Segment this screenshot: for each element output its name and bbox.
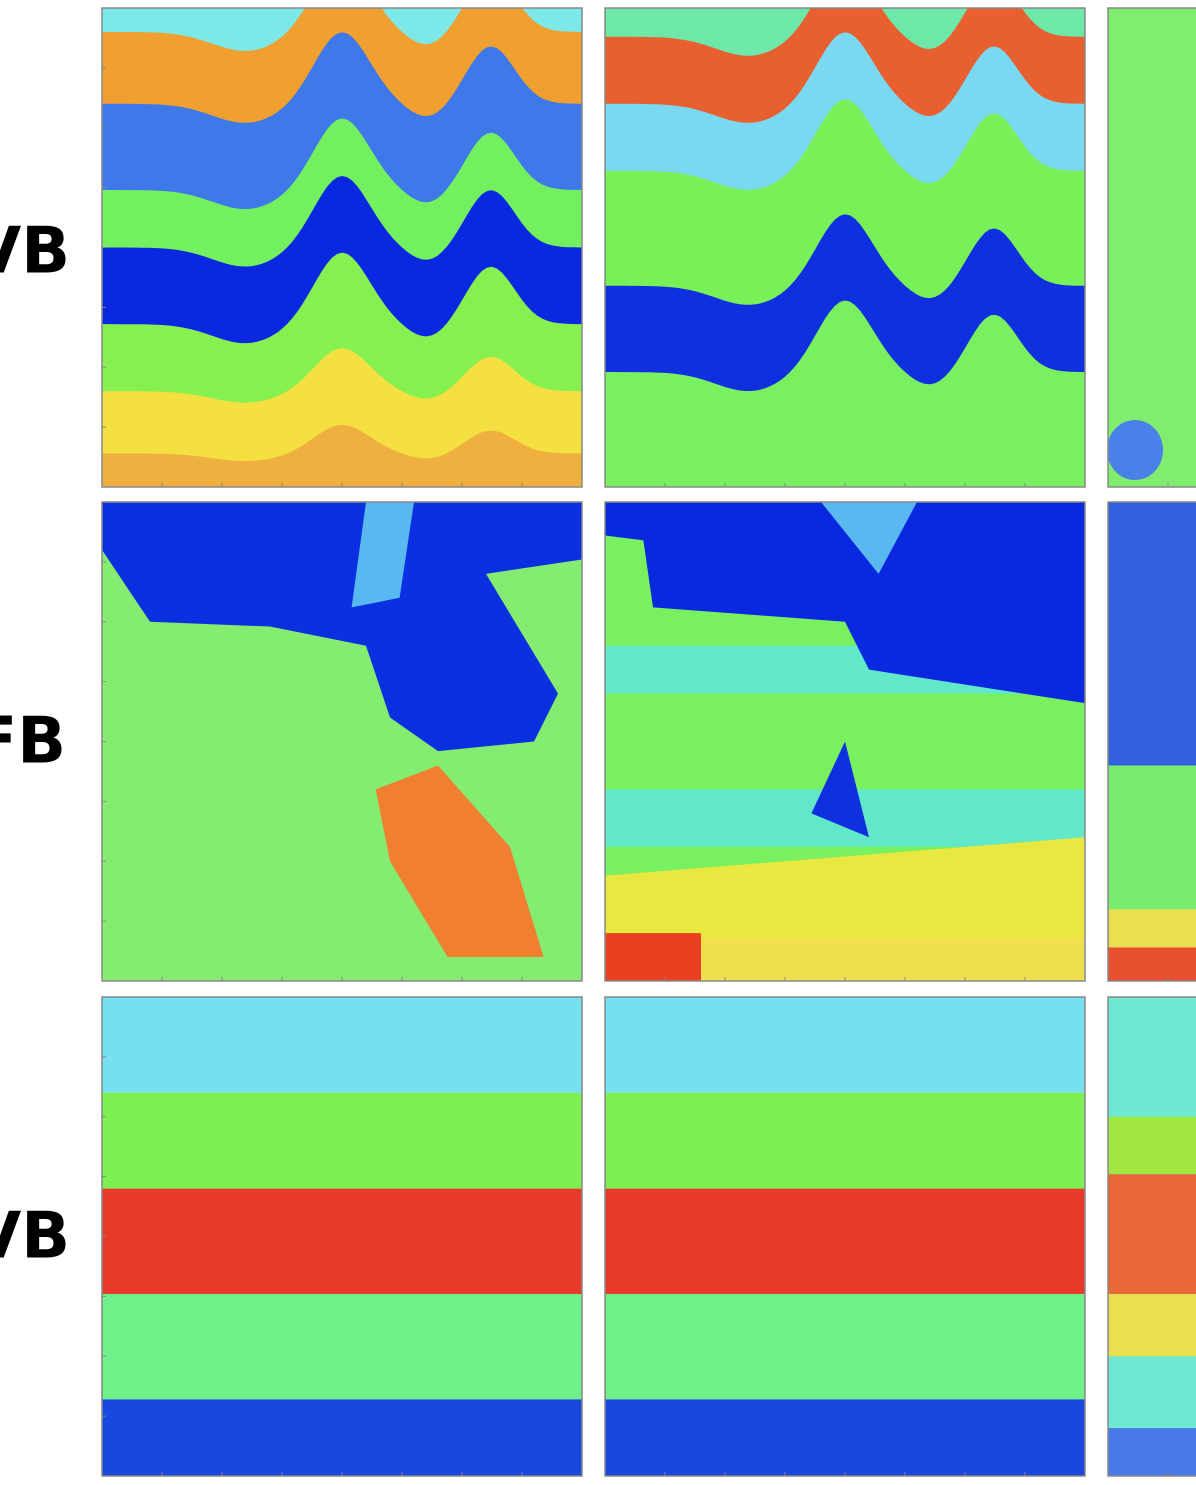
- map-panel: [102, 502, 582, 981]
- velocity-band: [102, 1293, 582, 1400]
- map-panel: [102, 8, 582, 487]
- velocity-band: [102, 1092, 582, 1189]
- velocity-band: [605, 1092, 1085, 1189]
- row-label: VB: [0, 1200, 70, 1274]
- velocity-region: [605, 502, 1085, 704]
- map-panel: [1108, 997, 1196, 1476]
- velocity-band: [1108, 947, 1196, 981]
- velocity-band: [605, 1188, 1085, 1294]
- velocity-band: [1108, 8, 1196, 487]
- velocity-region: [605, 933, 701, 981]
- velocity-band: [605, 997, 1085, 1093]
- velocity-band: [102, 1188, 582, 1294]
- map-panel: [605, 997, 1085, 1476]
- map-panel: [605, 8, 1085, 487]
- velocity-region: [811, 741, 869, 838]
- velocity-layer: [605, 300, 1085, 487]
- velocity-band: [1108, 1428, 1196, 1476]
- row-label: VB: [0, 215, 70, 289]
- velocity-region: [351, 502, 414, 608]
- velocity-band: [1108, 909, 1196, 948]
- panel-frame: [1107, 996, 1196, 1477]
- velocity-layer: [102, 424, 582, 487]
- map-panel: [1108, 502, 1196, 981]
- velocity-band: [1108, 1293, 1196, 1357]
- velocity-band: [605, 1399, 1085, 1476]
- map-panel: [1108, 8, 1196, 487]
- velocity-region: [102, 502, 582, 752]
- velocity-band: [605, 1293, 1085, 1400]
- velocity-region: [375, 765, 544, 958]
- panel-frame: [1107, 7, 1196, 488]
- row-label: FB: [0, 705, 66, 779]
- velocity-band: [1108, 502, 1196, 766]
- map-panel: [102, 997, 582, 1476]
- velocity-band: [102, 1399, 582, 1476]
- velocity-region: [821, 502, 917, 574]
- map-panel: [605, 502, 1085, 981]
- panel-frame: [1107, 501, 1196, 982]
- velocity-band: [102, 997, 582, 1093]
- velocity-band: [1108, 1174, 1196, 1294]
- velocity-band: [1108, 1116, 1196, 1175]
- velocity-region: [1108, 420, 1163, 480]
